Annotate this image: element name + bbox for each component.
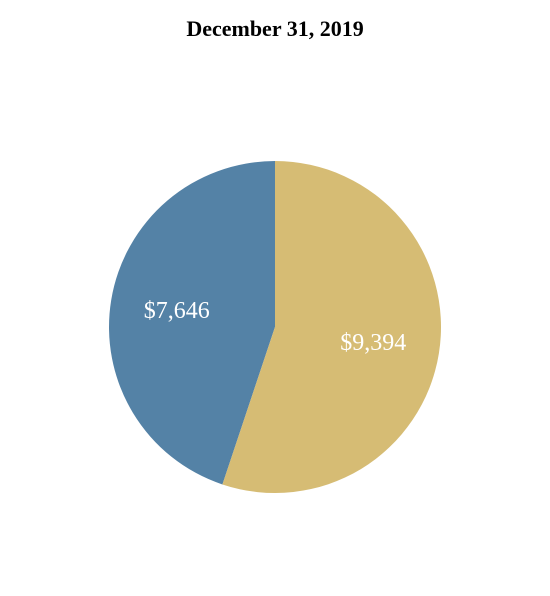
- pie-slice-1: [109, 161, 275, 485]
- chart-title: December 31, 2019: [186, 16, 364, 41]
- pie-slice-label-1: $7,646: [144, 298, 210, 324]
- pie-slice-2: [222, 161, 442, 493]
- pie-slice-label-2: $9,394: [340, 330, 406, 356]
